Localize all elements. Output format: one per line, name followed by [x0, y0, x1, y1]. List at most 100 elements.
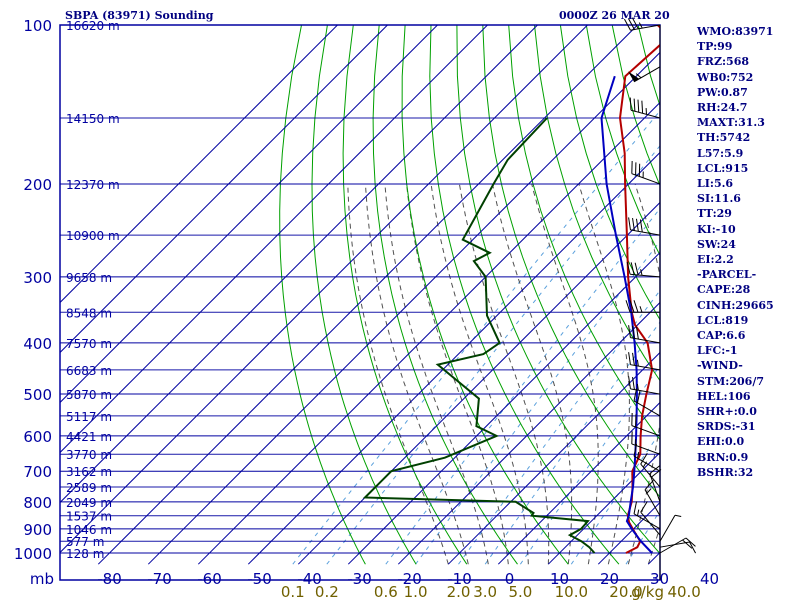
pressure-tick-label: 900: [23, 521, 52, 539]
isotherm: [447, 351, 660, 565]
dry-adiabat: [534, 25, 660, 382]
wind-barb-staff: [631, 443, 661, 455]
temperature-tick-label: -30: [347, 570, 372, 588]
wind-barb-full: [682, 539, 693, 549]
wind-barb-full: [641, 100, 644, 114]
wind-barb-half: [640, 269, 643, 276]
index-item: MAXT:31.3: [697, 116, 765, 130]
wind-barb-full: [632, 352, 635, 366]
pressure-tick-label: 400: [23, 335, 52, 353]
pressure-tick-label: 500: [23, 386, 52, 404]
index-item: -WIND-: [697, 359, 743, 373]
sounding-series: [362, 25, 660, 554]
index-item: BRN:0.9: [697, 450, 749, 464]
isotherm: [97, 25, 638, 565]
isobars: [59, 24, 661, 581]
wind-barb-staff: [633, 400, 661, 417]
index-item: RH:24.7: [697, 101, 748, 115]
index-item: EHI:0.0: [697, 435, 745, 449]
wind-barb: [626, 261, 661, 278]
dry-adiabat: [456, 25, 660, 555]
wind-barb-staff: [659, 541, 690, 548]
wind-barb-full: [632, 376, 635, 390]
index-item: STM:206/7: [697, 374, 764, 388]
height-label: 5870 m: [66, 388, 112, 402]
wind-barb-full: [626, 261, 631, 275]
index-item: SHR+:0.0: [697, 405, 757, 419]
temperature-tick-label: 0: [505, 570, 515, 588]
height-label: 1537 m: [66, 510, 112, 524]
wind-barb-staff: [630, 388, 661, 395]
wind-barb: [625, 300, 660, 313]
wind-barb: [623, 17, 661, 31]
wind-barb-full: [627, 18, 635, 30]
mixing-ratio-label: 10.0: [555, 583, 588, 600]
isotherm: [397, 301, 660, 565]
temperature-tick-label: 40: [700, 570, 719, 588]
wind-barb-full: [635, 218, 639, 232]
mixing-ratio-label: 2.0: [447, 583, 471, 600]
isotherm: [547, 451, 660, 565]
wind-barb-half: [636, 383, 639, 391]
x-units-label: mb: [30, 570, 54, 588]
index-item: PW:0.87: [697, 85, 748, 99]
height-label: 14150 m: [66, 112, 120, 126]
wind-barb-full: [633, 501, 638, 514]
isotherm: [60, 25, 338, 304]
mixing-ratio-line: [385, 207, 660, 565]
wind-barb: [628, 352, 661, 371]
wind-barb-staff: [649, 473, 661, 503]
height-label: 3770 m: [66, 448, 112, 462]
temperature-tick-label: -50: [247, 570, 272, 588]
mixing-ratio-line: [484, 321, 660, 565]
wind-barb-half: [646, 488, 652, 494]
wind-barb-staff: [633, 513, 661, 530]
index-item: TH:5742: [697, 131, 751, 145]
pressure-tick-label: 1000: [14, 545, 52, 563]
mixing-ratio-label: 40.0: [667, 583, 700, 600]
height-label: 8548 m: [66, 306, 112, 320]
wind-barb-half: [638, 22, 643, 29]
moist-adiabat: [492, 183, 573, 565]
index-item: -PARCEL-: [697, 268, 757, 282]
wind-barb-half: [674, 514, 682, 518]
height-label: 2049 m: [66, 496, 112, 510]
height-label: 6683 m: [66, 364, 112, 378]
wind-barb-half: [635, 73, 642, 79]
wind-barb-full: [635, 326, 639, 340]
wind-barb-staff: [630, 337, 661, 344]
wind-barb-full: [639, 219, 643, 233]
wind-barb-staff: [630, 109, 661, 119]
wind-barb-full: [637, 99, 640, 113]
wind-barb-full: [633, 98, 636, 112]
temperature-tick-label: -70: [147, 570, 172, 588]
isotherm: [60, 25, 538, 504]
dry-adiabat: [279, 25, 366, 565]
wind-barb: [659, 541, 697, 554]
wind-barb-staff: [631, 173, 661, 185]
wind-barb: [628, 66, 661, 83]
dry-adiabat: [585, 25, 660, 257]
mixing-ratio-line: [519, 364, 660, 565]
wind-barb-full: [632, 218, 635, 231]
height-label: 12370 m: [66, 178, 120, 192]
index-item: LFC:-1: [697, 344, 738, 358]
index-item: SRDS:-31: [697, 420, 756, 434]
wind-barb-full: [631, 17, 639, 30]
temperature-tick-label: 30: [650, 570, 669, 588]
wind-barb-half: [636, 509, 640, 516]
dry-adiabat: [482, 25, 660, 498]
wind-barb-staff: [659, 515, 676, 542]
height-label: 10900 m: [66, 229, 120, 243]
index-item: SW:24: [697, 237, 736, 251]
index-item: FRZ:568: [697, 55, 750, 69]
pressure-tick-label: 800: [23, 494, 52, 512]
index-item: BSHR:32: [697, 465, 754, 479]
index-item: KI:-10: [697, 222, 736, 236]
isotherm: [60, 25, 588, 554]
sounding-time: 0000Z 26 MAR 20: [559, 9, 670, 22]
wind-barb-full: [636, 390, 641, 404]
dry-adiabat: [794, 25, 800, 564]
dewpoint-line: [362, 117, 596, 554]
